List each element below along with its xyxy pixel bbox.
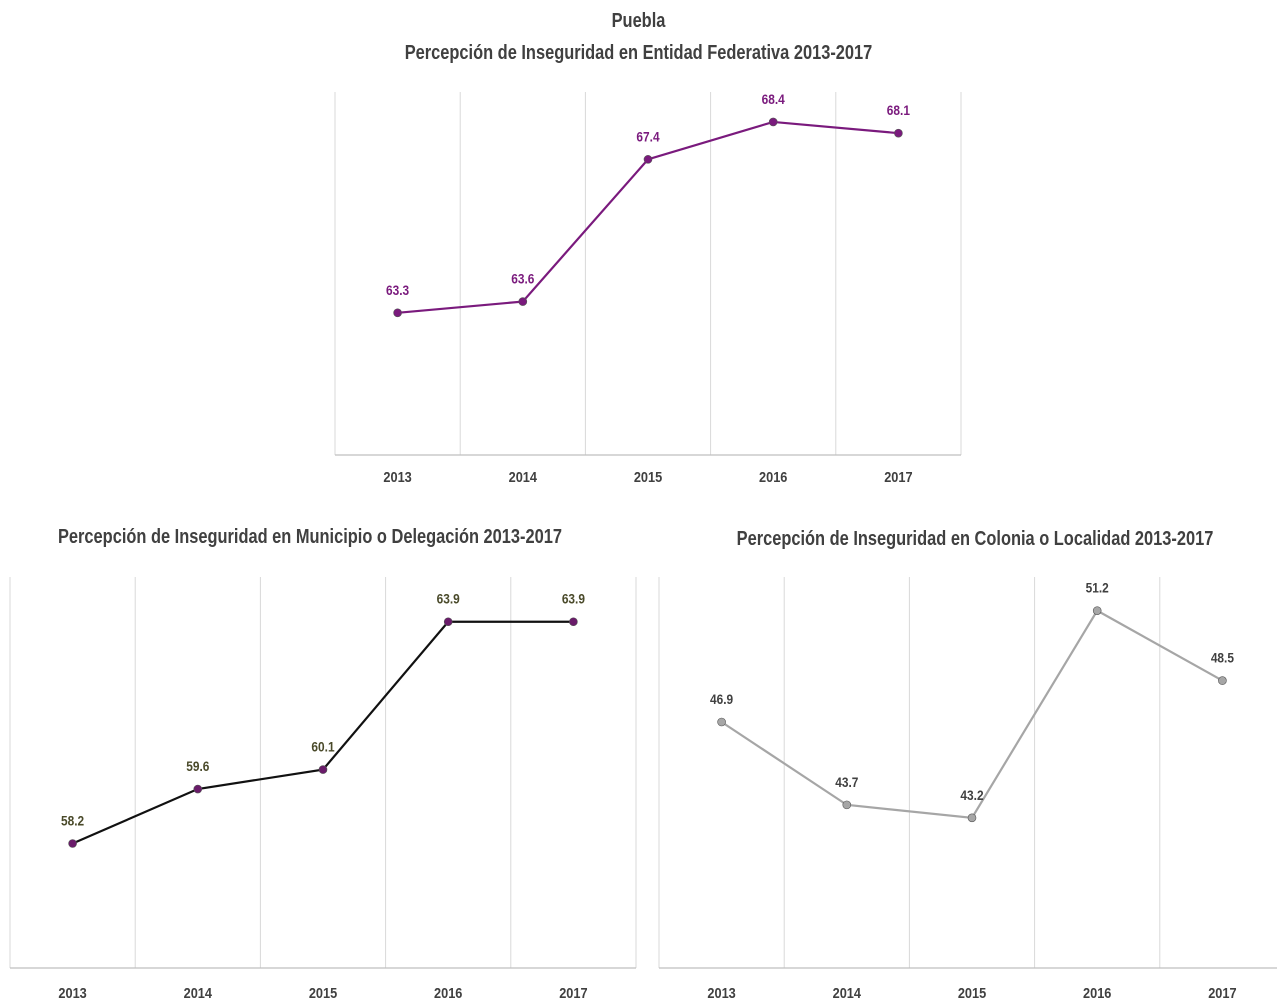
municipio-point <box>318 765 328 774</box>
municipio-x-tick-label: 2015 <box>309 984 338 1000</box>
entidad-x-tick-label: 2013 <box>383 468 412 485</box>
municipio-point <box>443 617 453 627</box>
entidad-data-label: 68.1 <box>887 102 910 118</box>
municipio-data-label: 63.9 <box>437 591 460 607</box>
colonia-data-label: 46.9 <box>710 691 733 707</box>
colonia-point <box>842 800 852 810</box>
colonia-point <box>1218 676 1227 685</box>
colonia-x-tick-label: 2015 <box>958 984 987 1000</box>
municipio-data-label: 60.1 <box>311 739 334 755</box>
municipio-series-line <box>72 620 574 845</box>
entidad-data-label: 63.6 <box>511 271 534 287</box>
municipio-x-tick-label: 2013 <box>58 984 87 1000</box>
top-chart-subtitle: Percepción de Inseguridad en Entidad Fed… <box>404 42 873 64</box>
top-chart-title: Puebla <box>611 10 666 32</box>
entidad-point <box>643 155 653 164</box>
colonia-chart-title: Percepción de Inseguridad en Colonia o L… <box>736 528 1214 550</box>
entidad-point <box>518 297 528 306</box>
entidad-x-tick-label: 2015 <box>634 468 663 485</box>
municipio-point <box>68 839 77 848</box>
municipio-point <box>193 784 203 794</box>
colonia-data-label: 43.2 <box>960 787 983 803</box>
municipio-x-tick-label: 2017 <box>559 984 588 1000</box>
colonia-data-label: 43.7 <box>835 774 858 790</box>
entidad-x-tick-label: 2014 <box>509 468 538 485</box>
colonia-x-tick-label: 2014 <box>833 984 862 1000</box>
entidad-data-label: 63.3 <box>386 282 409 298</box>
colonia-point <box>967 813 977 823</box>
entidad-point <box>894 128 903 138</box>
municipio-chart-title: Percepción de Inseguridad en Municipio o… <box>57 526 562 548</box>
entidad-data-label: 68.4 <box>762 91 786 107</box>
colonia-x-tick-label: 2017 <box>1208 984 1237 1000</box>
colonia-x-tick-label: 2016 <box>1083 984 1112 1000</box>
colonia-data-label: 48.5 <box>1211 650 1234 666</box>
colonia-point <box>717 717 726 727</box>
colonia-data-label: 51.2 <box>1086 580 1109 596</box>
municipio-point <box>569 617 578 627</box>
municipio-data-label: 63.9 <box>562 591 585 607</box>
municipio-data-label: 59.6 <box>186 758 209 774</box>
entidad-series-line <box>397 120 899 314</box>
entidad-point <box>768 117 778 127</box>
municipio-x-tick-label: 2016 <box>434 984 463 1000</box>
entidad-x-tick-label: 2017 <box>884 468 913 485</box>
colonia-point <box>1092 606 1102 615</box>
municipio-x-tick-label: 2014 <box>184 984 213 1000</box>
entidad-x-tick-label: 2016 <box>759 468 788 485</box>
colonia-x-tick-label: 2013 <box>707 984 736 1000</box>
entidad-point <box>393 308 402 318</box>
entidad-data-label: 67.4 <box>636 128 660 144</box>
municipio-data-label: 58.2 <box>61 813 84 829</box>
